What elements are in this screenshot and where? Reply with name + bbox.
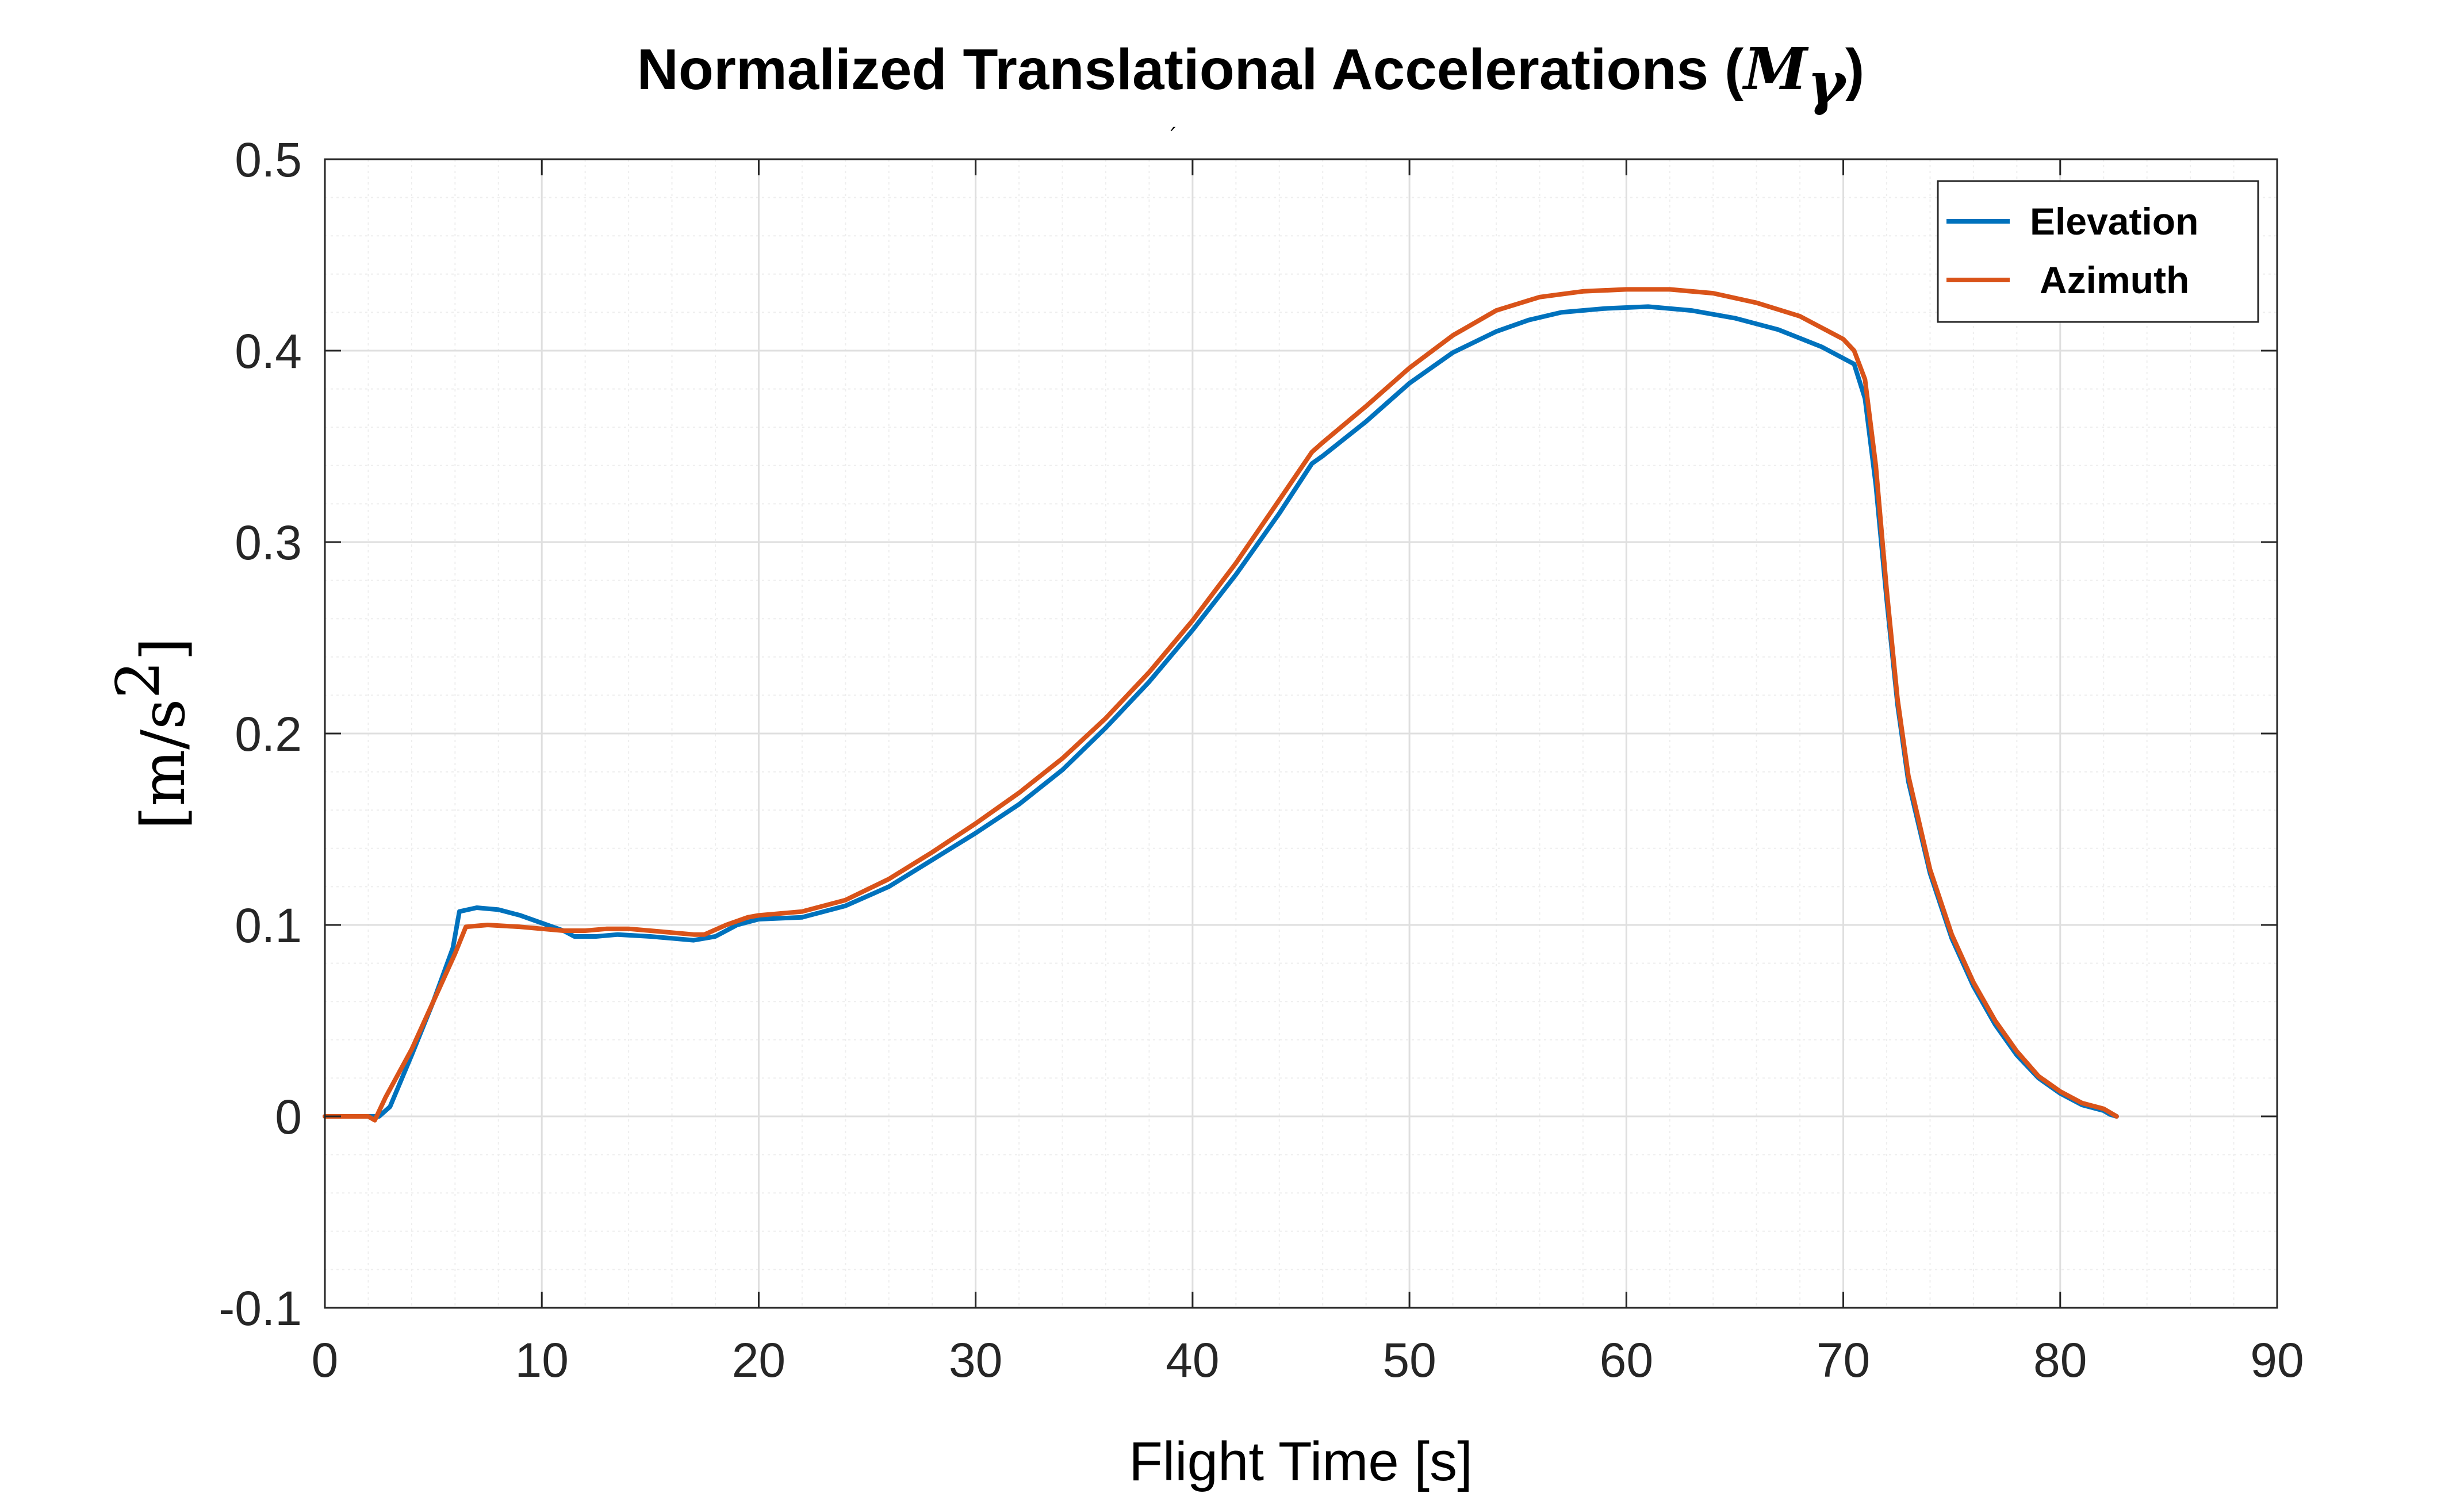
x-tick-label: 50: [1382, 1333, 1436, 1387]
grid-major: [325, 159, 2277, 1308]
y-axis-label-superscript: 2: [103, 661, 173, 698]
y-tick-label: 0.4: [235, 324, 302, 378]
chart-title: Normalized Translational Accelerations (…: [637, 35, 1865, 117]
x-tick-label: 70: [1817, 1333, 1870, 1387]
chart-title-symbol: M: [1742, 35, 1809, 103]
ticks-group: 0 10 20 30 40 50 60 70 80 90-0.100.10.20.30.40.5: [219, 133, 2304, 1387]
legend-label-azimuth: Azimuth: [2040, 259, 2189, 301]
x-tick-label: 0: [312, 1333, 339, 1387]
y-tick-label: 0.1: [235, 899, 302, 953]
x-tick-label: 30: [949, 1333, 1002, 1387]
y-tick-label: 0.5: [235, 133, 302, 187]
y-tick-label: 0: [275, 1090, 302, 1144]
x-tick-label: 20: [732, 1333, 785, 1387]
legend-label-elevation: Elevation: [2030, 200, 2198, 243]
y-tick-label: -0.1: [219, 1281, 302, 1335]
series-group: [323, 287, 2119, 1123]
legend-box: [1937, 180, 2259, 323]
y-axis-label-text: [m/s: [128, 699, 198, 830]
x-tick-label: 10: [515, 1333, 569, 1387]
y-tick-label: 0.3: [235, 516, 302, 570]
x-axis-label: Flight Time [s]: [1129, 1431, 1472, 1492]
y-tick-label: 0.2: [235, 707, 302, 761]
series-line-azimuth: [323, 287, 2119, 1123]
x-tick-label: 80: [2033, 1333, 2087, 1387]
chart-title-subscript: γ: [1807, 49, 1848, 117]
x-tick-label: 60: [1600, 1333, 1653, 1387]
chart-title-text: Normalized Translational Accelerations (: [637, 37, 1744, 102]
stray-mark: ′: [1170, 123, 1175, 149]
legend: Elevation Azimuth: [1937, 180, 2259, 323]
chart-title-close: ): [1845, 37, 1864, 102]
y-axis-label: [m/s2]: [103, 638, 198, 830]
x-tick-label: 40: [1166, 1333, 1219, 1387]
x-tick-label: 90: [2250, 1333, 2304, 1387]
y-axis-label-close: ]: [128, 638, 198, 661]
